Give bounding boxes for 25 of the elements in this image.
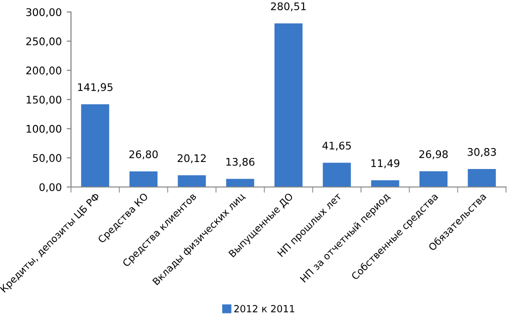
data-label: 30,83 (468, 148, 496, 157)
data-label: 26,98 (419, 150, 448, 160)
data-label: 11,49 (371, 159, 400, 168)
data-label: 280,51 (271, 2, 306, 12)
bar (274, 23, 303, 187)
data-label: 26,80 (129, 150, 158, 160)
data-label: 41,65 (322, 142, 351, 151)
bar (129, 171, 158, 187)
y-tick-label: 100,00 (26, 124, 62, 134)
bar (178, 175, 206, 187)
data-label: 13,86 (226, 158, 254, 167)
data-label: 20,12 (178, 154, 206, 164)
y-tick-label: 250,00 (26, 37, 62, 46)
data-label: 141,95 (78, 83, 112, 92)
y-tick-label: 150,00 (26, 96, 62, 105)
legend-label: 2012 к 2011 (234, 305, 294, 312)
bar (468, 169, 496, 187)
bar (226, 178, 254, 187)
y-tick-label: 0,00 (39, 183, 62, 192)
y-tick-label: 300,00 (26, 8, 62, 18)
y-tick-label: 200,00 (26, 66, 62, 76)
bar (419, 171, 448, 187)
bar (81, 104, 110, 187)
bar (322, 162, 351, 187)
y-tick-label: 50,00 (32, 154, 62, 163)
